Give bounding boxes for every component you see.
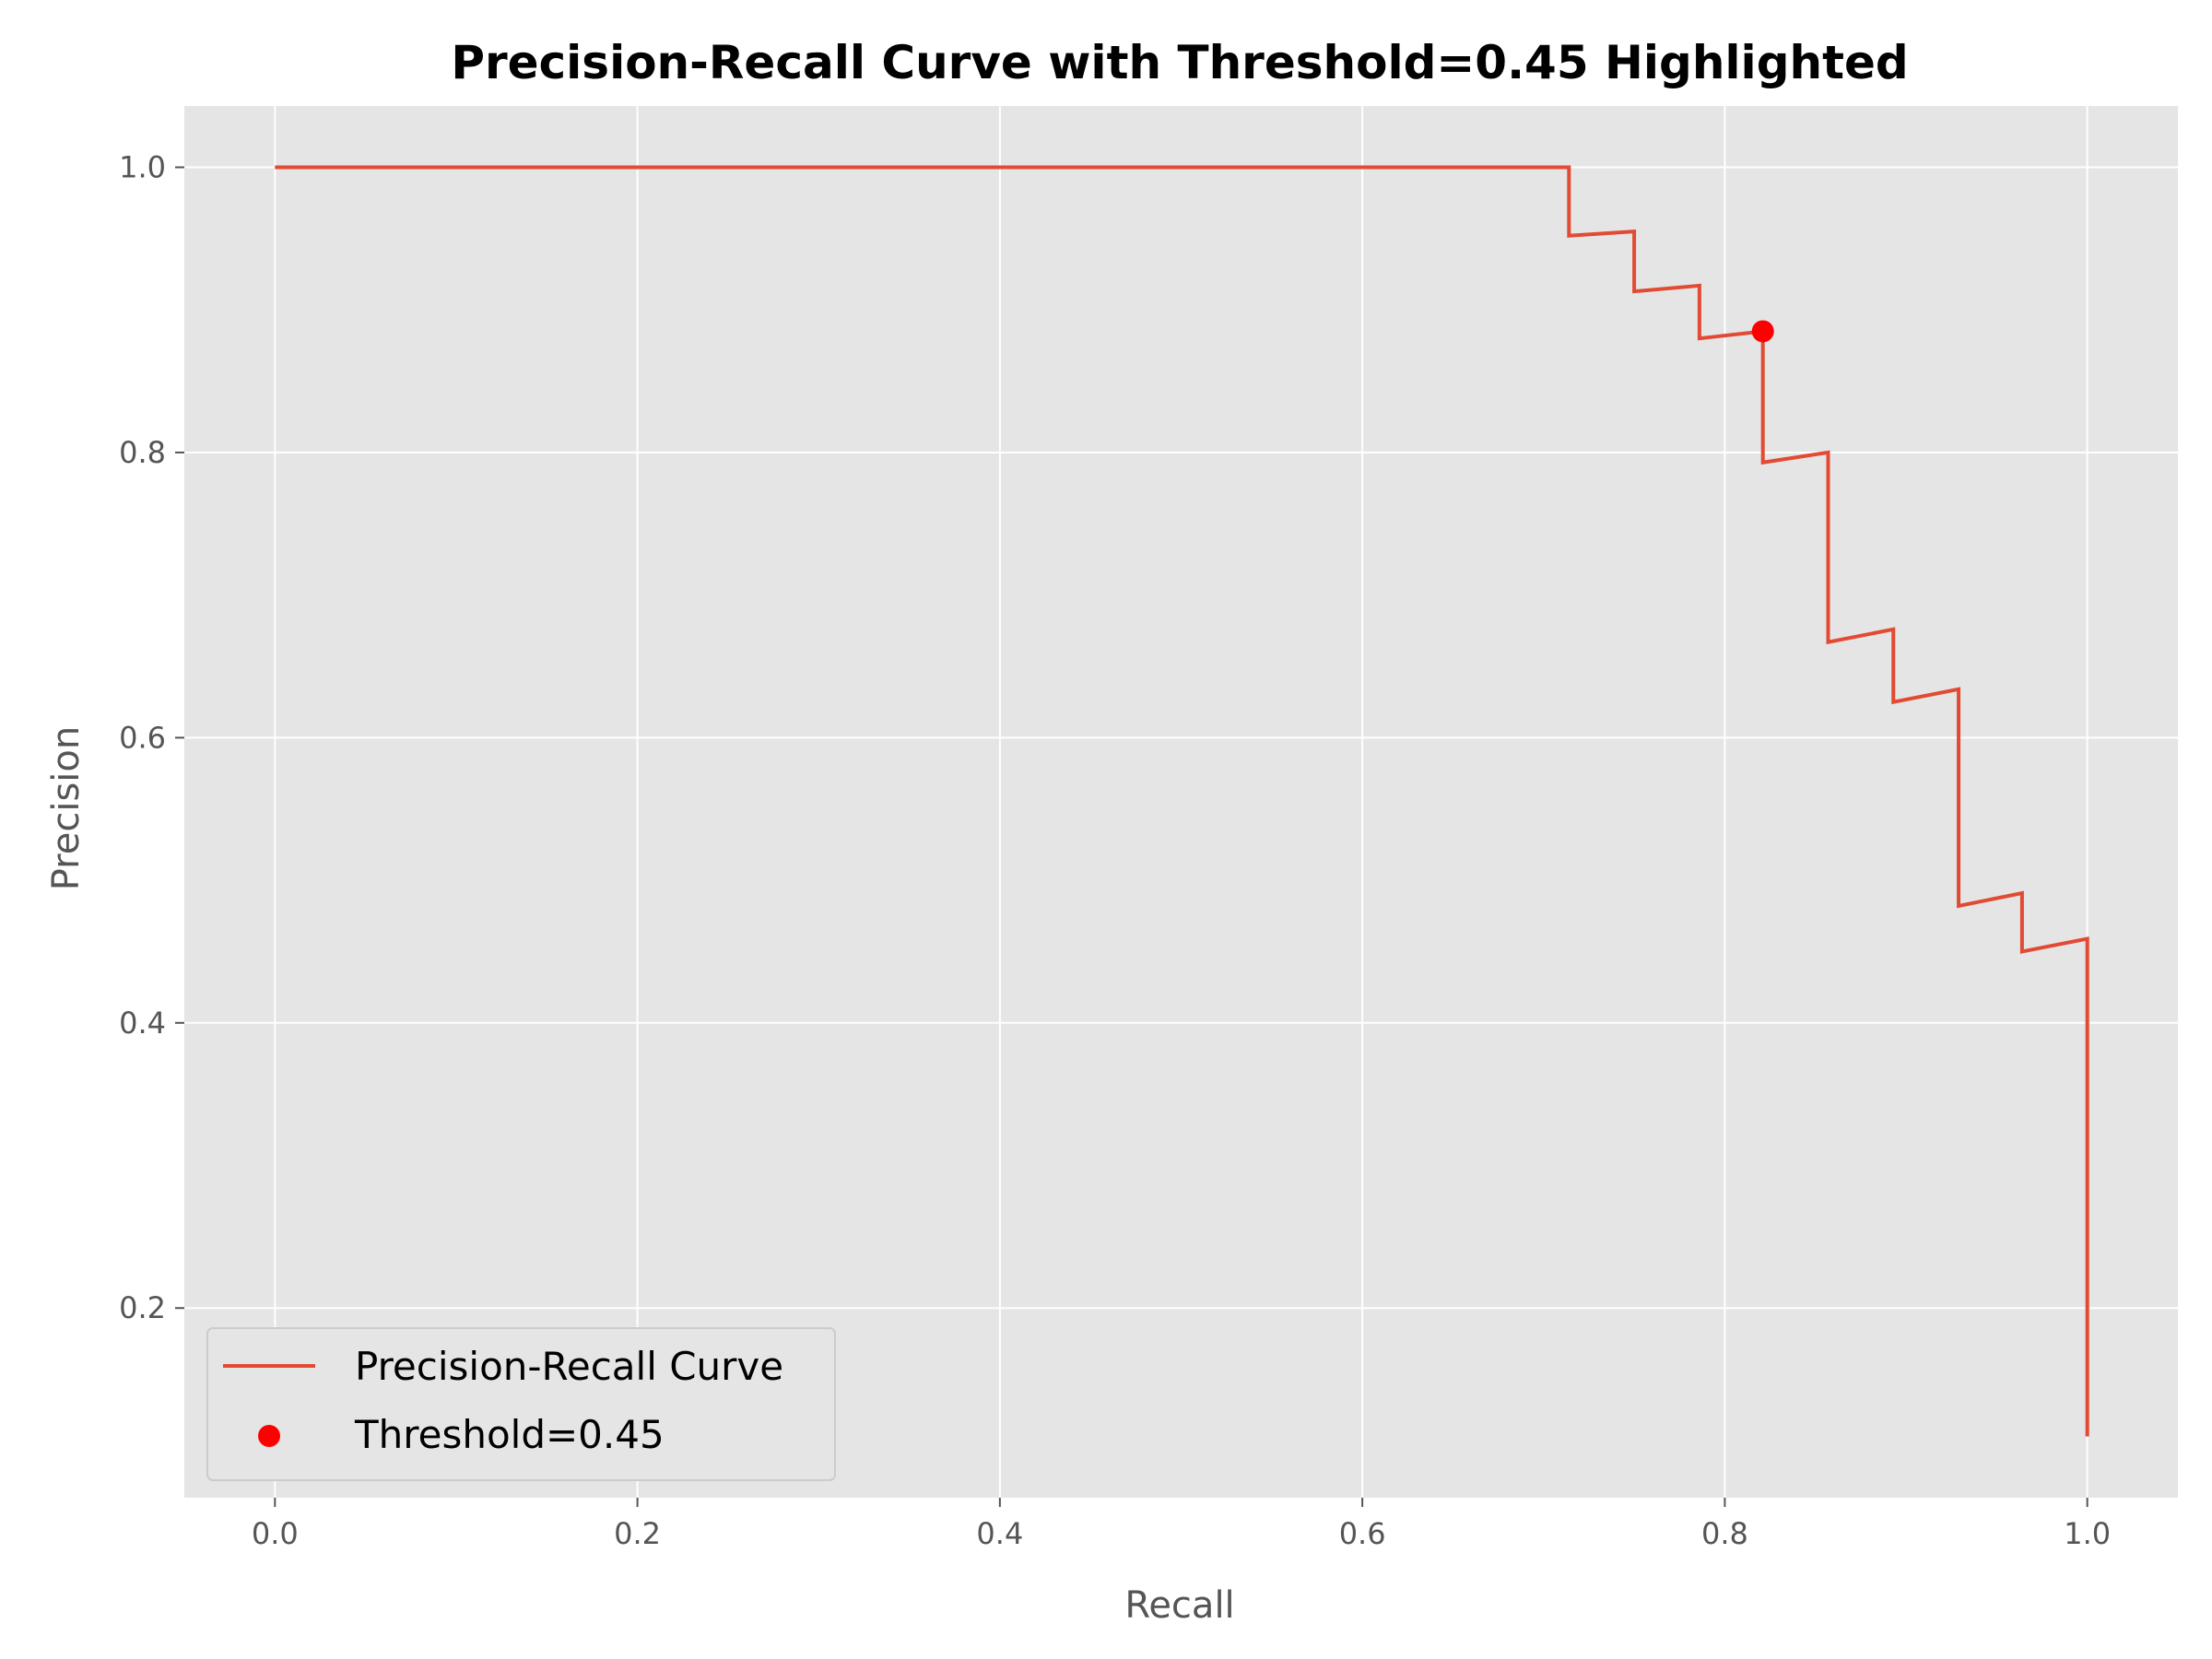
legend-label-threshold: Threshold=0.45 xyxy=(354,1412,665,1457)
x-tick-label: 0.8 xyxy=(1701,1516,1748,1551)
x-tick-label: 0.2 xyxy=(614,1516,661,1551)
legend-label-curve: Precision-Recall Curve xyxy=(355,1344,783,1389)
x-tick-label: 0.6 xyxy=(1339,1516,1386,1551)
y-axis-label: Precision xyxy=(45,726,88,890)
x-axis-label: Recall xyxy=(1124,1584,1234,1627)
axis-ticks: 0.0 0.2 0.4 0.6 0.8 1.0 0.2 0.4 0.6 0.8 1.0 xyxy=(119,150,2111,1551)
y-tick-label: 0.4 xyxy=(119,1006,166,1041)
x-tick-label: 1.0 xyxy=(2064,1516,2111,1551)
y-tick-label: 0.8 xyxy=(119,435,166,470)
threshold-point xyxy=(1751,320,1774,343)
legend-point-swatch xyxy=(258,1425,280,1447)
chart-title: Precision-Recall Curve with Threshold=0.… xyxy=(451,36,1908,89)
y-tick-label: 0.6 xyxy=(119,720,166,755)
pr-curve-line xyxy=(275,165,2089,1437)
y-tick-label: 1.0 xyxy=(119,150,166,185)
plot-background xyxy=(184,106,2178,1498)
y-tick-label: 0.2 xyxy=(119,1290,166,1325)
series-layer xyxy=(275,165,2089,1437)
legend-box xyxy=(206,1327,836,1481)
x-tick-label: 0.4 xyxy=(976,1516,1023,1551)
legend: Precision-Recall Curve Threshold=0.45 xyxy=(206,1327,836,1481)
x-tick-label: 0.0 xyxy=(252,1516,299,1551)
